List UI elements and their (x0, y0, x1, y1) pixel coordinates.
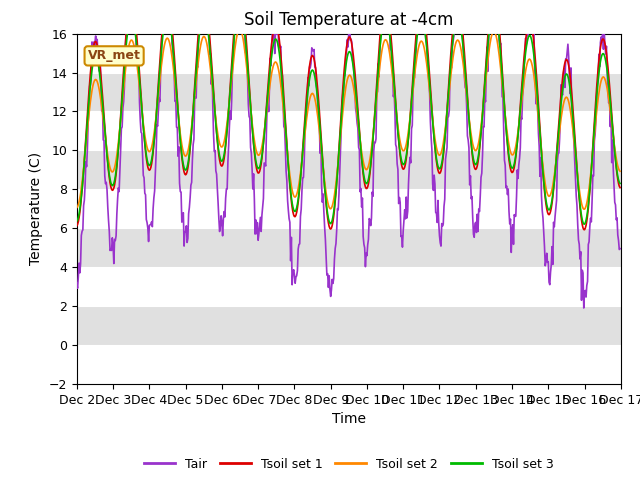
Tsoil set 3 (415, 20, 423, 26)
Tsoil set 1 (415, 6, 423, 12)
Line: Tsoil set 3: Tsoil set 3 (77, 4, 620, 224)
Bar (77, 111, 621, 150)
Tsoil set 3 (431, 144, 439, 149)
Line: Tsoil set 2: Tsoil set 2 (77, 29, 620, 209)
Line: Tair: Tair (77, 0, 620, 308)
Tair (83, 164, 90, 169)
Tsoil set 1 (139, 113, 147, 119)
Tsoil set 2 (580, 206, 588, 212)
Tsoil set 1 (73, 223, 81, 228)
Tsoil set 3 (139, 115, 147, 121)
Tsoil set 2 (415, 42, 423, 48)
Tsoil set 2 (194, 64, 202, 70)
Tsoil set 3 (194, 49, 202, 55)
Title: Soil Temperature at -4cm: Soil Temperature at -4cm (244, 11, 454, 29)
Tsoil set 2 (83, 134, 90, 140)
Tsoil set 2 (73, 205, 81, 211)
Bar (77, 189, 621, 228)
Y-axis label: Temperature (C): Temperature (C) (29, 152, 43, 265)
Tsoil set 2 (236, 26, 244, 32)
Tair (223, 186, 230, 192)
Tsoil set 3 (73, 218, 81, 224)
Bar (77, 34, 621, 72)
Tsoil set 3 (236, 1, 244, 7)
X-axis label: Time: Time (332, 412, 366, 426)
Bar (77, 267, 621, 306)
Tsoil set 2 (431, 136, 439, 142)
Text: VR_met: VR_met (88, 49, 141, 62)
Tair (139, 150, 147, 156)
Tsoil set 1 (616, 185, 624, 191)
Tair (616, 246, 624, 252)
Tair (430, 172, 438, 178)
Tsoil set 1 (83, 123, 90, 129)
Tsoil set 1 (431, 145, 439, 151)
Tsoil set 3 (83, 128, 90, 134)
Legend: Tair, Tsoil set 1, Tsoil set 2, Tsoil set 3: Tair, Tsoil set 1, Tsoil set 2, Tsoil se… (139, 453, 559, 476)
Tair (415, 20, 422, 25)
Tsoil set 1 (194, 39, 202, 45)
Tair (73, 281, 81, 287)
Tsoil set 2 (139, 114, 147, 120)
Tsoil set 3 (616, 180, 624, 186)
Tsoil set 2 (223, 125, 230, 131)
Tsoil set 3 (580, 221, 588, 227)
Tair (580, 305, 588, 311)
Tsoil set 2 (616, 168, 624, 174)
Line: Tsoil set 1: Tsoil set 1 (77, 0, 620, 230)
Tsoil set 3 (223, 133, 230, 139)
Tsoil set 1 (580, 227, 588, 233)
Tair (194, 64, 202, 70)
Bar (77, 345, 621, 384)
Tsoil set 1 (223, 135, 230, 141)
